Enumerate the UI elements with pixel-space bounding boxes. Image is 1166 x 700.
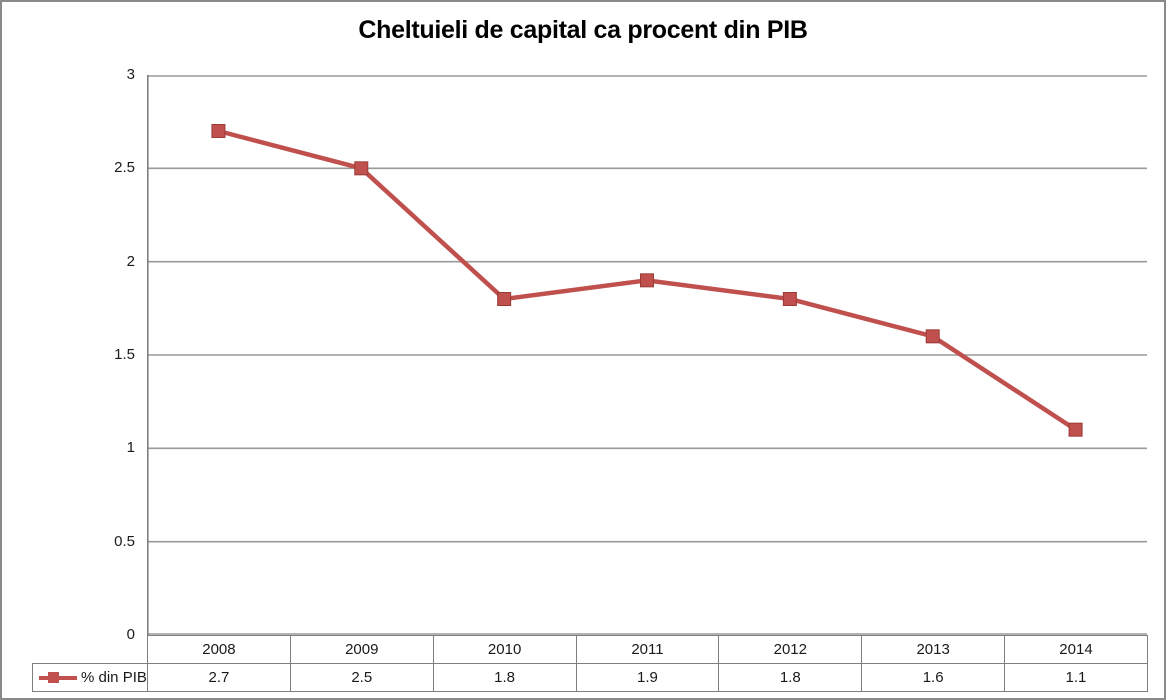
table-row-values: % din PIB 2.7 2.5 1.8 1.9 1.8 1.6 1.1 [32,663,1148,692]
value-cell: 1.8 [432,663,577,692]
table-row-years: 2008 2009 2010 2011 2012 2013 2014 [33,635,1148,664]
year-header-cell: 2014 [1004,635,1148,664]
data-point-marker [1068,422,1083,437]
value-cell: 1.9 [575,663,720,692]
legend-series-marker-icon [39,671,77,684]
chart-title: Cheltuieli de capital ca procent din PIB [358,16,808,44]
data-point-marker [782,292,797,306]
data-point-marker [211,124,226,138]
year-header-cell: 2008 [147,635,291,664]
data-point-marker [640,273,654,288]
y-tick-label: 2.5 [114,159,135,177]
year-header-cell: 2009 [289,635,434,664]
y-tick-label: 0.5 [114,532,135,550]
data-table: 2008 2009 2010 2011 2012 2013 2014 % din PIB 2.… [32,635,1148,692]
legend-label: % din PIB [81,669,147,686]
year-header-cell: 2010 [432,635,577,664]
y-tick-label: 1.5 [114,346,135,363]
data-point-marker [497,292,512,306]
year-header-cell: 2011 [575,635,720,664]
y-tick-label: 0 [126,626,135,643]
value-cell: 1.1 [1004,663,1148,692]
y-axis-labels: 3 2.5 2 1.5 1 0.5 0 [2,2,135,698]
value-cell: 1.6 [861,663,1006,692]
y-tick-label: 3 [126,66,135,83]
y-tick-label: 1 [126,439,135,457]
data-point-marker [354,161,369,176]
table-corner-cell [33,636,148,664]
year-header-cell: 2012 [718,635,863,664]
plot-area [147,75,1147,635]
value-cell: 2.7 [147,663,291,692]
legend-cell: % din PIB [32,663,148,692]
data-point-marker [925,329,940,344]
value-cell: 1.8 [718,663,863,692]
y-tick-label: 2 [126,252,135,270]
value-cell: 2.5 [289,663,434,692]
year-header-cell: 2013 [861,635,1006,664]
